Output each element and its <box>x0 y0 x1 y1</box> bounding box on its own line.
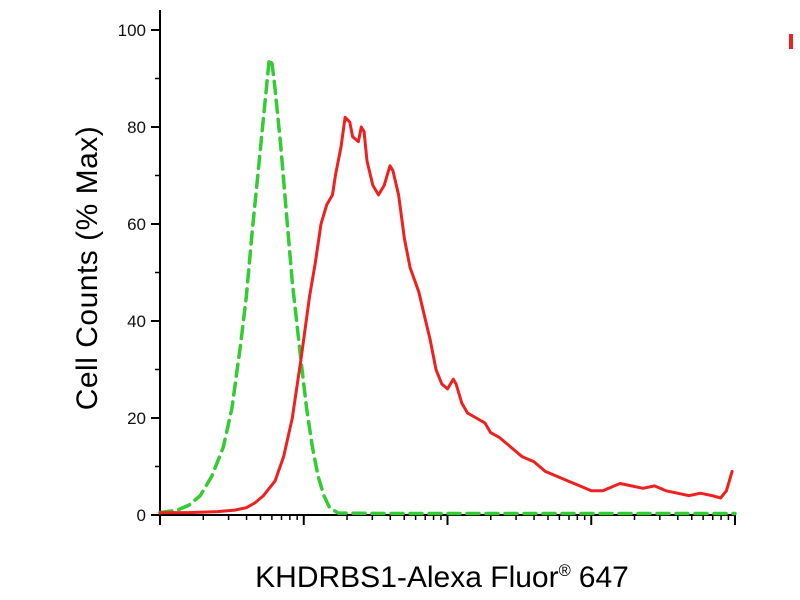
registered-trademark-symbol: ® <box>558 562 571 580</box>
y-axis-title: Cell Counts (% Max) <box>71 125 104 411</box>
y-tick-label: 60 <box>127 215 146 234</box>
green-dashed-curve <box>158 57 737 516</box>
x-axis-title: KHDRBS1-Alexa Fluor® 647 <box>255 561 629 595</box>
y-tick-label: 0 <box>137 506 146 525</box>
y-tick-label: 80 <box>127 118 146 137</box>
y-tick-label: 100 <box>118 21 146 40</box>
y-tick-label: 40 <box>127 312 146 331</box>
x-axis-title-number: 647 <box>578 561 629 594</box>
red-solid-curve <box>158 115 734 515</box>
x-axis-title-main: KHDRBS1-Alexa Fluor <box>255 561 559 594</box>
histogram-plot: 0 20 40 60 80 100 <box>118 10 737 525</box>
red-edge-artifact <box>789 34 793 49</box>
y-tick-label: 20 <box>127 409 146 428</box>
